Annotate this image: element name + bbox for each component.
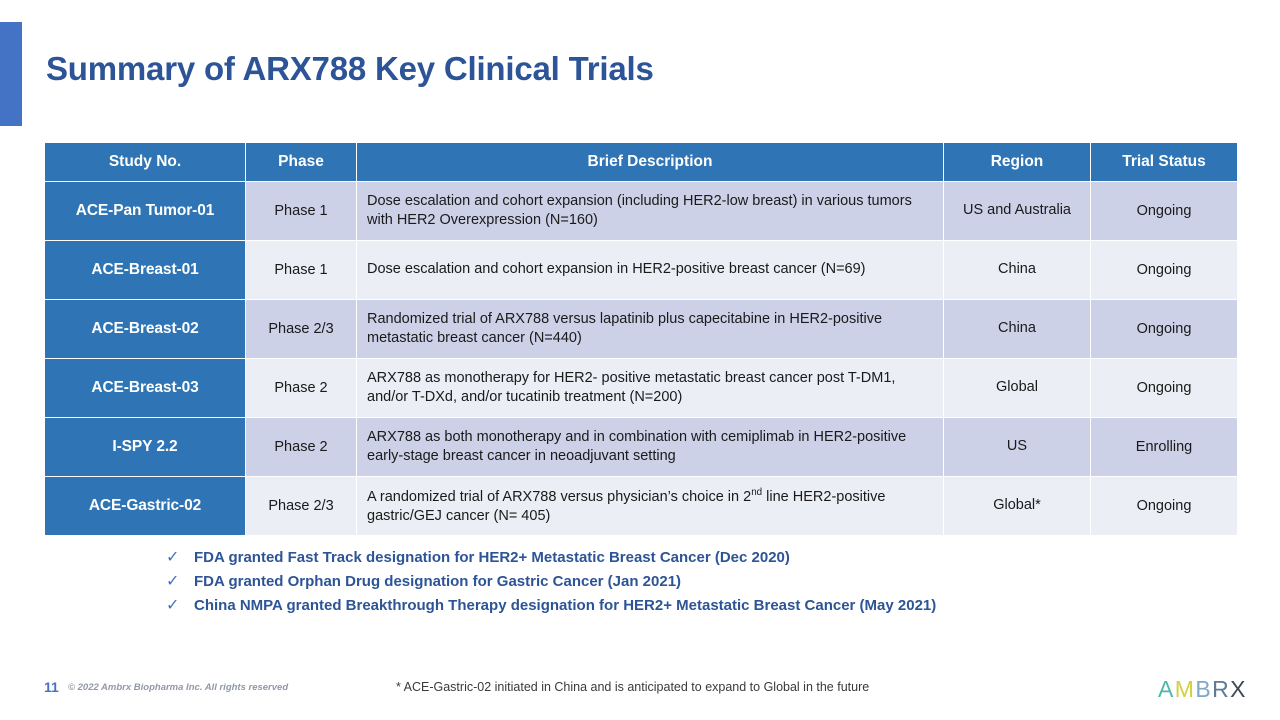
footnote: * ACE-Gastric-02 initiated in China and … xyxy=(396,680,870,694)
list-item: ✓ China NMPA granted Breakthrough Therap… xyxy=(166,596,1166,615)
copyright-notice: © 2022 Ambrx Biopharma Inc. All rights r… xyxy=(68,682,289,693)
list-item: ✓ FDA granted Orphan Drug designation fo… xyxy=(166,572,1166,591)
cell-trial-status: Ongoing xyxy=(1091,477,1237,535)
description-text-part1: A randomized trial of ARX788 versus phys… xyxy=(367,488,752,505)
check-icon: ✓ xyxy=(166,549,180,566)
cell-phase: Phase 1 xyxy=(246,241,356,299)
cell-phase: Phase 1 xyxy=(246,182,356,240)
column-header-brief-description: Brief Description xyxy=(357,143,943,181)
column-header-region: Region xyxy=(944,143,1090,181)
table-header-row: Study No. Phase Brief Description Region… xyxy=(45,143,1237,181)
cell-description: ARX788 as monotherapy for HER2- positive… xyxy=(357,359,943,417)
check-icon: ✓ xyxy=(166,573,180,591)
cell-study-no: ACE-Breast-01 xyxy=(45,241,245,299)
description-ordinal-suffix: nd xyxy=(751,486,763,498)
table-row: ACE-Breast-01 Phase 1 Dose escalation an… xyxy=(45,241,1237,299)
logo-letter-r: R xyxy=(1212,676,1231,702)
cell-phase: Phase 2/3 xyxy=(246,300,356,358)
cell-study-no: I-SPY 2.2 xyxy=(45,418,245,476)
cell-study-no: ACE-Gastric-02 xyxy=(45,477,245,535)
column-header-trial-status: Trial Status xyxy=(1091,143,1237,181)
table-row: ACE-Breast-02 Phase 2/3 Randomized trial… xyxy=(45,300,1237,358)
table-row: I-SPY 2.2 Phase 2 ARX788 as both monothe… xyxy=(45,418,1237,476)
clinical-trials-table: Study No. Phase Brief Description Region… xyxy=(44,142,1238,536)
column-header-study-no: Study No. xyxy=(45,143,245,181)
cell-region: China xyxy=(944,241,1090,299)
list-item-label: FDA granted Orphan Drug designation for … xyxy=(194,573,682,591)
cell-description: Randomized trial of ARX788 versus lapati… xyxy=(357,300,943,358)
ambrx-logo: AMBRX xyxy=(1158,676,1247,703)
table-row: ACE-Breast-03 Phase 2 ARX788 as monother… xyxy=(45,359,1237,417)
list-item-label: FDA granted Fast Track designation for H… xyxy=(194,549,790,566)
list-item-label: China NMPA granted Breakthrough Therapy … xyxy=(194,597,937,615)
table-row: ACE-Pan Tumor-01 Phase 1 Dose escalation… xyxy=(45,182,1237,240)
table-row: ACE-Gastric-02 Phase 2/3 A randomized tr… xyxy=(45,477,1237,535)
cell-study-no: ACE-Pan Tumor-01 xyxy=(45,182,245,240)
cell-trial-status: Enrolling xyxy=(1091,418,1237,476)
cell-region: Global* xyxy=(944,477,1090,535)
cell-description: Dose escalation and cohort expansion (in… xyxy=(357,182,943,240)
cell-region: US xyxy=(944,418,1090,476)
cell-trial-status: Ongoing xyxy=(1091,300,1237,358)
page-title: Summary of ARX788 Key Clinical Trials xyxy=(46,50,654,87)
cell-phase: Phase 2 xyxy=(246,418,356,476)
page-number: 11 xyxy=(44,679,59,695)
cell-description: Dose escalation and cohort expansion in … xyxy=(357,241,943,299)
column-header-phase: Phase xyxy=(246,143,356,181)
description-text-part2: line HER2-positive gastric/GEJ cancer (N… xyxy=(367,488,886,524)
cell-trial-status: Ongoing xyxy=(1091,182,1237,240)
regulatory-highlights-list: ✓ FDA granted Fast Track designation for… xyxy=(166,548,1166,621)
logo-letter-a: A xyxy=(1158,676,1175,702)
cell-region: Global xyxy=(944,359,1090,417)
cell-phase: Phase 2/3 xyxy=(246,477,356,535)
check-icon: ✓ xyxy=(166,597,180,615)
cell-phase: Phase 2 xyxy=(246,359,356,417)
cell-trial-status: Ongoing xyxy=(1091,241,1237,299)
cell-trial-status: Ongoing xyxy=(1091,359,1237,417)
cell-region: China xyxy=(944,300,1090,358)
logo-letter-x: X xyxy=(1230,676,1247,702)
title-accent-bar xyxy=(0,22,22,126)
list-item: ✓ FDA granted Fast Track designation for… xyxy=(166,548,1166,567)
logo-letter-m: M xyxy=(1174,676,1196,702)
cell-study-no: ACE-Breast-02 xyxy=(45,300,245,358)
cell-description: ARX788 as both monotherapy and in combin… xyxy=(357,418,943,476)
cell-description: A randomized trial of ARX788 versus phys… xyxy=(357,477,943,535)
cell-study-no: ACE-Breast-03 xyxy=(45,359,245,417)
cell-region: US and Australia xyxy=(944,182,1090,240)
logo-letter-b: B xyxy=(1195,676,1213,702)
